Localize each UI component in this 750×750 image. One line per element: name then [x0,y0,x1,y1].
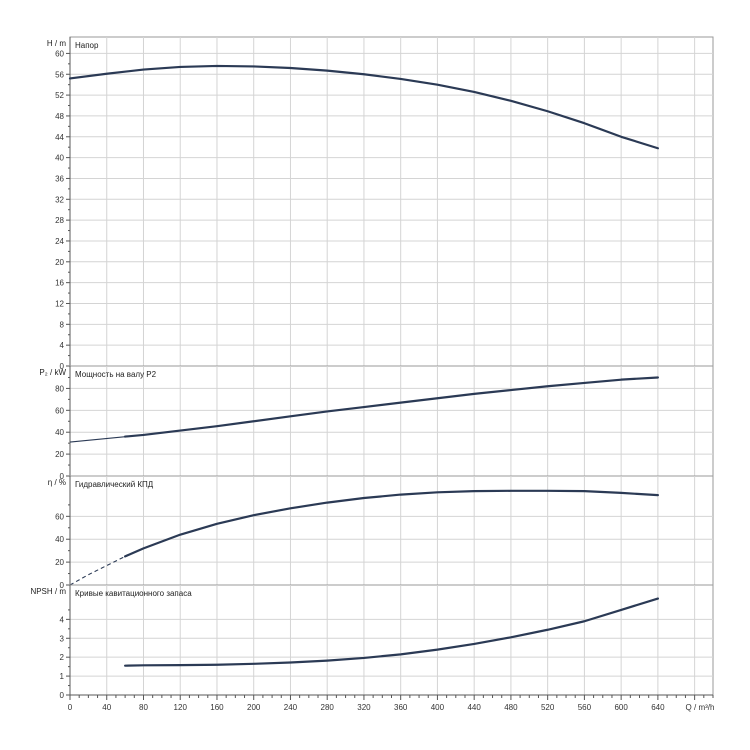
y-tick-label: 48 [55,112,64,121]
series-line-head-0 [68,64,659,150]
x-tick-label: 0 [68,703,73,712]
y-tick-label: 40 [55,535,64,544]
x-tick-label: 160 [210,703,224,712]
x-tick-label: 40 [102,703,111,712]
x-tick-label: 240 [284,703,298,712]
y-tick-label: 0 [60,362,65,371]
y-tick-label: 40 [55,154,64,163]
y-tick-label: 60 [55,406,64,415]
y-tick-label: 20 [55,450,64,459]
y-tick-label: 52 [55,91,64,100]
panel-npsh: 0 1 2 3 4 NPSH / m Кривые кавитационного запас… [30,584,714,700]
x-tick-label: 120 [174,703,188,712]
y-tick-label: 4 [60,341,65,350]
y-tick-label: 20 [55,258,64,267]
x-tick-label: 520 [541,703,555,712]
y-tick-label: 40 [55,428,64,437]
x-tick-label: 360 [394,703,408,712]
y-tick-label: 3 [60,634,65,643]
y-tick-label: 4 [60,615,65,624]
y-axis-label: NPSH / m [30,587,66,596]
y-tick-label: 20 [55,558,64,567]
x-tick-label: 320 [357,703,371,712]
y-tick-label: 0 [60,472,65,481]
x-tick-label: 440 [467,703,481,712]
y-axis-label: η / % [48,478,66,487]
panel-efficiency: 0 20 40 60 η / % Гидравлический КПД [48,475,714,590]
panel-frame [69,365,714,477]
y-tick-label: 80 [55,384,64,393]
panel-frame [69,36,714,367]
panel-title: Мощность на валу P2 [75,370,157,379]
panel-title: Кривые кавитационного запаса [75,589,192,598]
x-tick-label: 280 [321,703,335,712]
y-tick-label: 36 [55,174,64,183]
x-tick-label: 200 [247,703,261,712]
y-tick-label: 0 [60,581,65,590]
y-tick-label: 44 [55,133,64,142]
series-line-power-1 [124,376,659,438]
x-tick-label: 560 [578,703,592,712]
x-tick-label: 400 [431,703,445,712]
y-tick-label: 8 [60,320,65,329]
x-tick-label: 80 [139,703,148,712]
series-line-efficiency-1 [124,489,659,558]
y-tick-label: 16 [55,279,64,288]
panel-title: Напор [75,41,99,50]
y-tick-label: 60 [55,49,64,58]
y-tick-label: 2 [60,653,65,662]
x-axis: 0 40 80 120 160 200 240 280 320 360 400 440 480 520 56… [68,694,715,712]
y-axis-label: P₂ / kW [39,368,66,377]
panel-frame [69,584,714,696]
y-tick-label: 28 [55,216,64,225]
panel-power: 0 20 40 60 80 P₂ / kW Мощность на валу P2 [39,365,714,481]
y-tick-label: 1 [60,672,65,681]
x-tick-label: 640 [651,703,665,712]
x-axis-label: Q / m³/h [686,703,715,712]
series-line-efficiency-0 [69,555,126,586]
y-tick-label: 12 [55,299,64,308]
y-tick-label: 32 [55,195,64,204]
y-tick-label: 0 [60,691,65,700]
y-tick-label: 56 [55,70,64,79]
series-line-npsh-0 [124,597,659,667]
y-axis-label: H / m [47,39,66,48]
y-tick-label: 60 [55,512,64,521]
y-tick-label: 24 [55,237,64,246]
panel-title: Гидравлический КПД [75,480,154,489]
x-tick-label: 600 [614,703,628,712]
panel-frame [69,475,714,586]
x-tick-label: 480 [504,703,518,712]
